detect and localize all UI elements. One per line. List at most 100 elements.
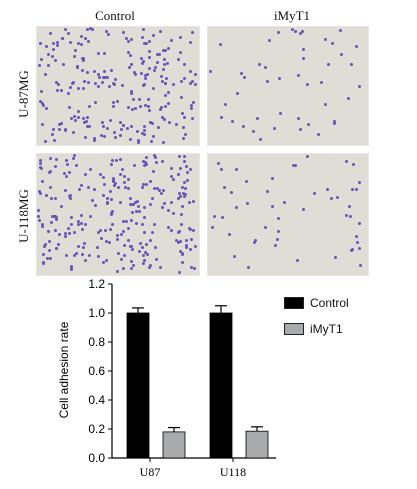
cell-dot [37,214,41,218]
cell-dot [130,218,134,222]
cell-dot [128,138,132,142]
cell-dot [183,62,187,66]
cell-dot [354,187,358,191]
cell-dot [93,69,97,73]
cell-dot [171,212,175,216]
cell-dot [170,201,174,205]
cell-dot [111,159,115,163]
cell-dot [119,133,123,137]
cell-dot [72,55,76,59]
cell-dot [82,246,86,250]
column-label-control: Control [95,8,135,23]
cell-dot [73,115,77,119]
cell-dot [167,225,171,229]
micrograph-u87-control [36,26,200,146]
cell-dot [55,88,59,92]
cell-dot [48,156,52,160]
cell-dot [40,167,44,171]
cell-dot [111,100,115,104]
cell-dot [76,116,80,120]
cell-dot [122,254,126,258]
cell-dot [71,81,75,85]
cell-dot [299,127,303,131]
cell-dot [162,188,166,192]
cell-dot [182,194,186,198]
cell-dot [139,72,143,76]
cell-dot [147,55,151,59]
cell-dot [57,83,61,87]
cell-dot [162,202,166,206]
cell-dot [146,253,150,257]
cell-dot [352,163,356,167]
cell-dot [114,78,118,82]
cell-dot [170,174,174,178]
cell-dot [43,72,47,76]
cell-dot [185,243,189,247]
legend-swatch-control [284,297,304,309]
cell-dot [103,183,107,187]
cell-dot [305,154,309,158]
cell-dot [189,82,193,86]
cell-dot [143,230,147,234]
cell-dot [128,203,132,207]
cell-dot [151,169,155,173]
cell-dot [191,117,195,121]
cell-dot [130,125,134,129]
cell-dot [358,221,362,225]
cell-dot [77,187,81,191]
cell-dot [112,105,116,109]
cell-dot [178,191,182,195]
cell-dot [326,63,330,67]
cell-dot [72,157,76,161]
cell-dot [127,106,131,109]
cell-dot [115,269,119,273]
cell-dot [157,188,161,192]
cell-dot [155,161,159,165]
cell-dot [50,221,54,225]
cell-dot [125,127,129,131]
cell-dot [106,200,110,204]
cell-dot [190,266,194,270]
cell-dot [146,72,150,76]
cell-dot [220,168,224,172]
cell-dot [83,135,87,139]
cell-dot [113,184,117,188]
cell-dot [190,237,194,241]
cell-dot [136,138,140,142]
cell-dot [41,222,45,226]
cell-dot [142,216,146,220]
cell-dot [182,126,186,130]
cell-dot [298,31,302,35]
y-tick-label: 0.2 [88,422,105,436]
cell-dot [122,123,126,127]
cell-dot [40,101,44,105]
cell-dot [219,115,223,119]
cell-dot [114,135,118,139]
cell-dot [273,126,277,130]
cell-dot [109,212,113,216]
cell-dot [183,77,187,81]
cell-dot [301,56,305,60]
cell-dot [161,205,165,209]
cell-dot [109,189,113,193]
cell-dot [114,158,118,162]
cell-dot [105,29,109,33]
cell-dot [181,205,185,209]
cell-dot [52,41,56,45]
y-tick-label: 0.4 [88,393,105,407]
cell-dot [112,180,116,184]
cell-dot [53,214,57,218]
cell-dot [41,253,45,257]
cell-dot [142,42,146,46]
cell-dot [93,100,97,104]
cell-dot [42,103,46,107]
cell-dot [87,253,91,257]
cell-dot [144,103,148,107]
cell-dot [183,160,187,164]
cell-dot [218,42,222,46]
cell-dot [294,29,298,33]
cell-dot [130,91,134,95]
cell-dot [148,121,152,125]
cell-dot [46,229,50,233]
cell-dot [83,223,87,227]
